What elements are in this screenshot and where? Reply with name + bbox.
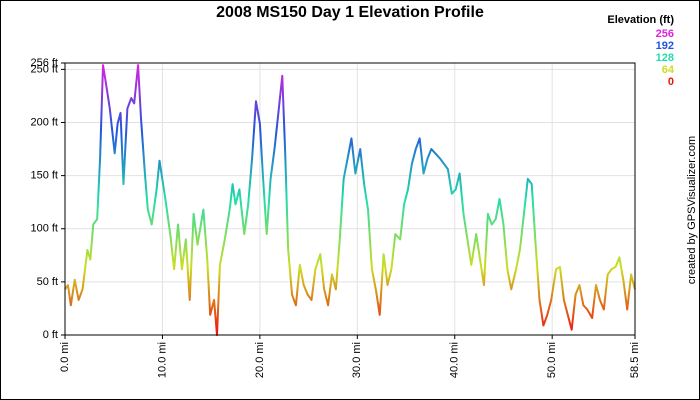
x-tick-label: 20.0 mi	[254, 342, 266, 378]
credit: created by GPSVisualizer.com	[686, 136, 698, 284]
y-tick-label: 200 ft	[30, 116, 58, 128]
legend-title: Elevation (ft)	[607, 14, 674, 26]
plot-area	[65, 63, 635, 335]
y-tick-label: 150 ft	[30, 170, 58, 182]
x-tick-label: 58.5 mi	[629, 342, 641, 378]
legend-value: 256	[656, 28, 674, 40]
chart-title: 2008 MS150 Day 1 Elevation Profile	[216, 4, 484, 21]
x-tick-label: 40.0 mi	[449, 342, 461, 378]
y-tick-label: 0 ft	[43, 329, 58, 341]
legend-value: 128	[656, 52, 674, 64]
plot-border	[64, 62, 636, 336]
legend-value: 64	[662, 64, 675, 76]
y-tick-label: 50 ft	[37, 276, 58, 288]
legend-value: 192	[656, 40, 674, 52]
x-tick-label: 50.0 mi	[546, 342, 558, 378]
legend-value: 0	[668, 76, 674, 88]
y-tick-label: 250 ft	[30, 63, 58, 75]
y-tick-label: 100 ft	[30, 223, 58, 235]
x-tick-label: 10.0 mi	[156, 342, 168, 378]
x-tick-label: 30.0 mi	[351, 342, 363, 378]
x-tick-label: 0.0 mi	[59, 342, 71, 372]
y-tick-label: 256 ft	[30, 57, 58, 69]
elevation-line	[64, 64, 636, 336]
